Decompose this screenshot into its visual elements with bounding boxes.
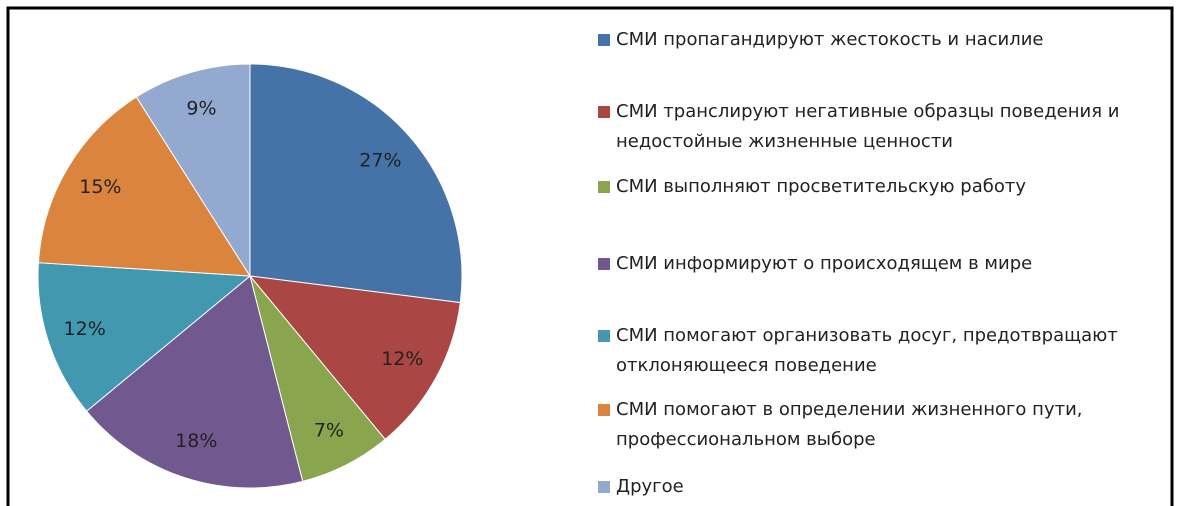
legend-item: СМИ информируют о происходящем в мире [598, 249, 1168, 279]
pie-slice [248, 275, 461, 441]
legend-item: Другое [598, 472, 1168, 502]
legend-swatch [598, 258, 610, 270]
legend-label: СМИ пропагандируют жестокость и насилие [616, 29, 1044, 50]
pie-slice [37, 96, 251, 277]
legend-label: СМИ выполняют просветительскую работу [616, 176, 1026, 197]
pie-slice [37, 262, 252, 412]
legend-swatch [598, 34, 610, 46]
legend-swatch [598, 404, 610, 416]
slice-label: 7% [314, 419, 344, 441]
legend-swatch [598, 181, 610, 193]
slice-label: 27% [359, 150, 401, 172]
legend-swatch [598, 481, 610, 493]
slice-label: 9% [186, 98, 216, 120]
pie-slice [249, 63, 463, 304]
legend-label: СМИ транслируют негативные образцы повед… [616, 101, 1120, 152]
legend-label: СМИ помогают организовать досуг, предотв… [616, 325, 1118, 376]
slice-label: 15% [79, 176, 121, 198]
slice-label: 12% [381, 348, 423, 370]
legend-swatch [598, 106, 610, 118]
legend-label: СМИ помогают в определении жизненного пу… [616, 399, 1083, 450]
legend-swatch [598, 330, 610, 342]
legend-item: СМИ выполняют просветительскую работу [598, 172, 1168, 202]
pie-slice [135, 63, 251, 278]
legend-item: СМИ транслируют негативные образцы повед… [598, 97, 1168, 157]
legend-label: Другое [616, 476, 684, 497]
frame [6, 6, 1174, 506]
slice-label: 12% [64, 318, 106, 340]
legend-label: СМИ информируют о происходящем в мире [616, 253, 1033, 274]
legend-item: СМИ помогают организовать досуг, предотв… [598, 321, 1168, 381]
pie-slice [85, 275, 304, 489]
legend-item: СМИ помогают в определении жизненного пу… [598, 395, 1168, 455]
slice-label: 18% [175, 430, 217, 452]
legend-item: СМИ пропагандируют жестокость и насилие [598, 25, 1168, 55]
